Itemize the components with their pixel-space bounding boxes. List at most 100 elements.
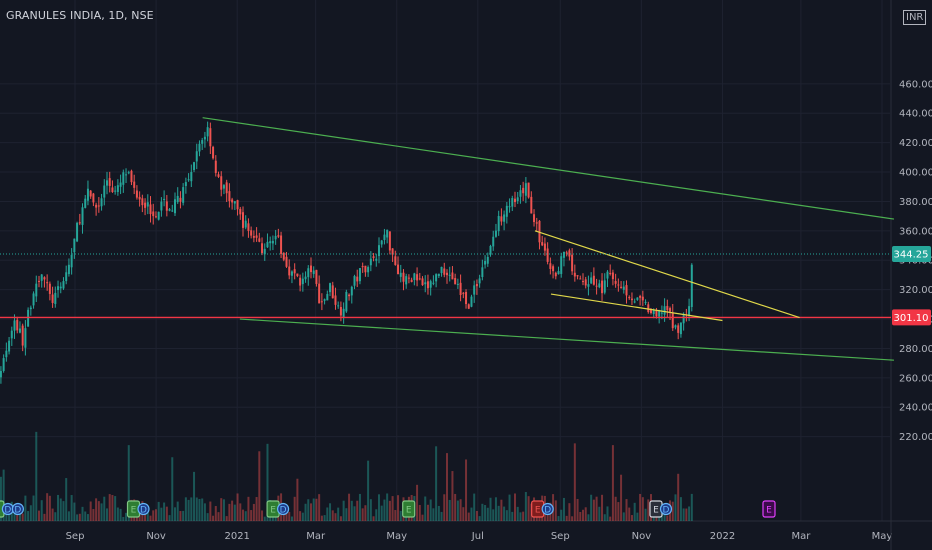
dividend-event-marker[interactable]: D [541,502,554,516]
volume-bar [617,502,620,521]
volume-bar [201,498,204,521]
candle-body [337,305,340,307]
candle-body [81,207,84,225]
candle-body [353,276,356,286]
volume-bar [437,505,440,521]
candle-body [614,281,617,284]
volume-bar [125,512,128,521]
candle-body [478,278,481,284]
x-tick-label: Mar [306,531,326,542]
candle-body [92,193,95,203]
candle-body [625,285,628,296]
volume-bar [315,498,318,521]
candle-body [179,197,182,202]
volume-bar [309,503,312,521]
event-marker-label: D [544,506,551,516]
volume-bar [467,512,470,521]
event-marker-label: D [280,506,287,516]
candle-body [622,286,625,290]
current-price-badge[interactable]: 344.25 [892,246,931,262]
candle-body [658,309,661,317]
volume-bar [157,501,160,521]
candle-body [633,301,636,303]
candle-body [51,294,54,303]
volume-bar [620,474,623,521]
candle-body [576,275,579,277]
event-marker-label: D [4,506,11,516]
candle-body [451,272,454,280]
currency-label[interactable]: INR [903,10,927,25]
candle-body [309,265,312,273]
volume-bar [674,494,677,521]
volume-bar [67,511,70,521]
support-level-badge[interactable]: 301.10 [892,309,931,326]
volume-bar [0,476,2,521]
candle-body [35,283,38,297]
candle-body [573,272,576,277]
candle-body [416,274,419,281]
candle-body [538,220,541,243]
volume-bar [35,431,38,521]
volume-bar [511,511,514,521]
volume-bar [426,504,429,521]
candle-body [190,172,193,182]
volume-bar [244,511,247,521]
candle-body [157,211,160,220]
candle-body [187,179,190,181]
candle-body [315,269,318,284]
candle-body [568,250,571,257]
candle-body [440,266,443,274]
candle-body [108,178,111,186]
x-tick-label: Sep [551,531,570,542]
volume-bar [513,493,516,521]
volume-bar [222,499,225,521]
dividend-event-marker[interactable]: D [137,502,150,516]
event-marker-label: E [653,506,659,516]
candle-body [492,236,495,247]
candle-body [334,295,337,305]
candle-body [448,274,451,276]
candle-body [274,235,277,240]
volume-bar [603,514,606,521]
volume-bar [522,511,525,521]
volume-bar [5,513,8,521]
volume-bar [51,508,54,521]
candle-body [304,276,307,280]
volume-bar [609,516,612,521]
candle-body [168,209,171,211]
candle-body [407,277,410,279]
volume-bar [377,494,380,521]
event-marker-label: D [140,506,147,516]
volume-bar [73,502,76,521]
volume-bar [43,513,46,521]
earnings-event-marker[interactable]: E [402,500,416,518]
dividend-event-marker[interactable]: D [659,502,673,516]
x-tick-label: Nov [146,531,166,542]
volume-bar [195,497,198,521]
candle-body [628,297,631,299]
volume-bar [154,509,157,521]
volume-bar [84,511,87,521]
volume-bar [168,515,171,521]
candle-body [581,281,584,283]
candle-body [505,205,508,217]
candle-body [258,238,261,242]
volume-bar [386,493,389,521]
candle-body [250,230,253,236]
volume-bar [100,503,103,521]
volume-bar [24,495,27,521]
candle-body [595,285,598,287]
candle-body [530,196,533,214]
candle-body [541,242,544,246]
earnings-event-marker[interactable]: E [762,500,776,518]
volume-bar [445,453,448,521]
dividend-event-marker[interactable]: D [11,502,24,516]
dividend-event-marker[interactable]: D [276,502,290,516]
dividend-event-marker[interactable]: D [1,502,14,516]
volume-bar [470,507,473,521]
volume-bar [282,512,285,521]
volume-bar [111,495,114,521]
volume-bar [266,443,269,521]
volume-bar [54,512,57,521]
